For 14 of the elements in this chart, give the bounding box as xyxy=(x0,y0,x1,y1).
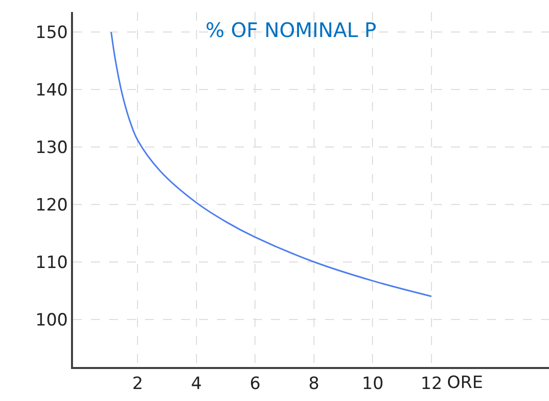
x-tick-label: 4 xyxy=(190,374,202,394)
x-axis-title: ORE xyxy=(447,373,483,393)
y-tick-label: 100 xyxy=(35,310,68,330)
chart-title: % OF NOMINAL P xyxy=(205,18,376,42)
y-tick-label: 130 xyxy=(35,138,68,158)
x-tick-label: 8 xyxy=(308,374,320,394)
y-tick-label: 110 xyxy=(35,252,68,273)
x-tick-label: 10 xyxy=(362,374,384,394)
y-tick-label: 150 xyxy=(35,23,68,44)
y-tick-label: 120 xyxy=(35,195,68,216)
x-tick-label: 6 xyxy=(250,374,261,394)
x-tick-label: 2 xyxy=(132,374,144,394)
x-tick-label: 12 xyxy=(420,374,442,394)
y-tick-label: 140 xyxy=(35,80,68,100)
